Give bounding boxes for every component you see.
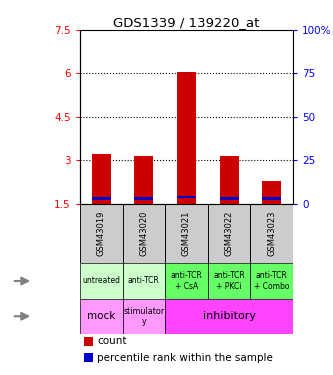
- Text: GSM43019: GSM43019: [97, 211, 106, 256]
- Bar: [134, 197, 154, 200]
- Bar: [84, 337, 93, 346]
- Bar: [219, 156, 239, 204]
- Text: anti-TCR: anti-TCR: [128, 276, 160, 285]
- Text: anti-TCR
+ PKCi: anti-TCR + PKCi: [213, 271, 245, 291]
- Bar: [123, 298, 165, 334]
- Bar: [92, 197, 111, 200]
- Text: GSM43020: GSM43020: [139, 211, 149, 256]
- Bar: [80, 263, 123, 298]
- Text: GSM43022: GSM43022: [224, 211, 234, 256]
- Text: GSM43021: GSM43021: [182, 211, 191, 256]
- Bar: [177, 195, 196, 198]
- Bar: [92, 154, 111, 204]
- Text: count: count: [97, 336, 127, 346]
- Bar: [165, 298, 293, 334]
- Bar: [262, 197, 281, 200]
- Bar: [134, 156, 154, 204]
- Bar: [165, 263, 208, 298]
- Text: anti-TCR
+ CsA: anti-TCR + CsA: [170, 271, 202, 291]
- Text: percentile rank within the sample: percentile rank within the sample: [97, 353, 273, 363]
- Bar: [250, 263, 293, 298]
- Bar: [219, 197, 239, 200]
- Bar: [262, 180, 281, 204]
- Text: untreated: untreated: [82, 276, 120, 285]
- Bar: [84, 353, 93, 362]
- Text: GSM43023: GSM43023: [267, 211, 276, 256]
- Bar: [250, 204, 293, 263]
- Text: stimulator
y: stimulator y: [123, 307, 165, 326]
- Bar: [80, 298, 123, 334]
- Text: inhibitory: inhibitory: [202, 311, 256, 321]
- Bar: [177, 72, 196, 204]
- Bar: [123, 263, 165, 298]
- Text: mock: mock: [87, 311, 116, 321]
- Bar: [80, 204, 123, 263]
- Bar: [208, 263, 250, 298]
- Text: anti-TCR
+ Combo: anti-TCR + Combo: [254, 271, 289, 291]
- Bar: [165, 204, 208, 263]
- Bar: [123, 204, 165, 263]
- Title: GDS1339 / 139220_at: GDS1339 / 139220_at: [113, 16, 260, 29]
- Bar: [208, 204, 250, 263]
